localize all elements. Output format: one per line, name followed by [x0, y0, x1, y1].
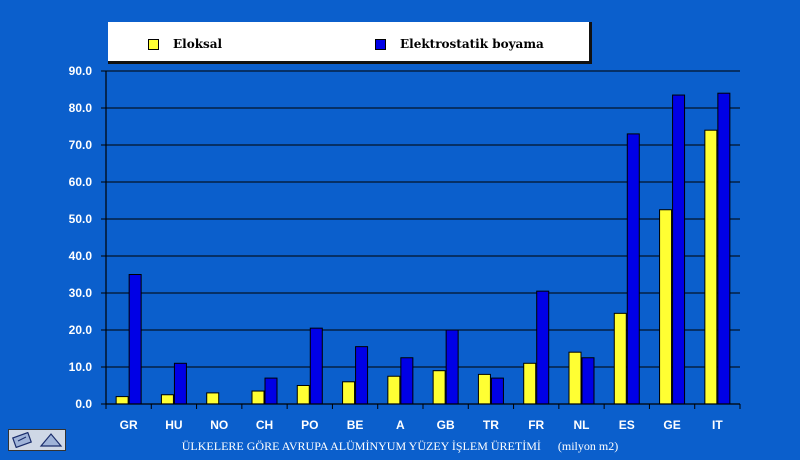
y-tick-label: 60.0: [69, 175, 93, 189]
legend-label-elektrostatik: Elektrostatik boyama: [400, 37, 544, 51]
chart-legend: Eloksal Elektrostatik boyama: [108, 22, 592, 64]
legend-swatch-elektrostatik: [375, 38, 386, 50]
x-axis-unit: (milyon m2): [557, 439, 619, 453]
bar-eloksal-fr: [523, 362, 537, 405]
x-tick-label: IT: [712, 418, 723, 432]
bar-eloksal-ge: [659, 209, 673, 405]
bar-eloksal-gr: [115, 396, 129, 405]
bars: [115, 92, 731, 405]
x-tick-label: PO: [301, 418, 318, 432]
triangle-icon: [39, 433, 62, 447]
y-tick-label: 10.0: [69, 360, 93, 374]
x-tick-label: FR: [528, 418, 544, 432]
bar-eloksal-gb: [432, 370, 446, 405]
y-tick-label: 90.0: [69, 64, 93, 78]
bar-eloksal-hu: [160, 394, 174, 405]
bar-elektrostatik-nl: [581, 357, 595, 405]
bar-elektrostatik-a: [400, 357, 414, 405]
bar-eloksal-nl: [568, 351, 582, 405]
bar-elektrostatik-ch: [264, 377, 278, 405]
bar-elektrostatik-be: [355, 346, 369, 405]
y-tick-label: 50.0: [69, 212, 93, 226]
bar-elektrostatik-hu: [173, 362, 187, 405]
bar-elektrostatik-it: [717, 92, 731, 405]
bar-eloksal-ch: [251, 390, 265, 405]
legend-item-eloksal: Eloksal: [148, 37, 222, 51]
bar-eloksal-po: [296, 385, 310, 405]
legend-swatch-eloksal: [148, 38, 159, 50]
x-tick-label: CH: [256, 418, 273, 432]
y-tick-label: 70.0: [69, 138, 93, 152]
x-tick-label: ES: [619, 418, 635, 432]
x-tick-label: GR: [120, 418, 138, 432]
bar-elektrostatik-fr: [536, 290, 550, 405]
legend-item-elektrostatik: Elektrostatik boyama: [375, 37, 544, 51]
bar-elektrostatik-es: [626, 133, 640, 405]
y-tick-label: 40.0: [69, 249, 93, 263]
y-tick-labels: 0.0 10.0 20.0 30.0 40.0 50.0 60.0 70.0 80.0 90.0: [69, 64, 93, 411]
bar-elektrostatik-gr: [128, 274, 142, 405]
bar-elektrostatik-tr: [490, 377, 504, 405]
x-tick-labels: GR HU NO CH PO BE A GB TR FR NL ES GE IT: [120, 418, 724, 432]
y-tick-label: 30.0: [69, 286, 93, 300]
action-icon: [11, 432, 32, 448]
bar-eloksal-be: [342, 381, 356, 405]
bar-elektrostatik-po: [309, 327, 323, 405]
y-tick-label: 80.0: [69, 101, 93, 115]
bar-eloksal-tr: [477, 373, 491, 405]
bar-elektrostatik-ge: [672, 94, 686, 405]
slide-nav-button[interactable]: [8, 429, 66, 451]
bar-eloksal-no: [206, 392, 220, 405]
x-tick-label: NL: [574, 418, 590, 432]
axes: [101, 70, 741, 409]
gridlines: [106, 70, 740, 368]
y-tick-label: 20.0: [69, 323, 93, 337]
x-tick-label: A: [396, 418, 405, 432]
bar-eloksal-es: [613, 312, 627, 405]
x-tick-label: GB: [437, 418, 455, 432]
x-axis-title: ÜLKELERE GÖRE AVRUPA ALÜMİNYUM YÜZEY İŞL…: [0, 439, 800, 454]
x-tick-label: BE: [347, 418, 364, 432]
x-tick-label: GE: [663, 418, 680, 432]
x-tick-label: HU: [165, 418, 182, 432]
x-tick-label: NO: [210, 418, 228, 432]
bar-eloksal-it: [704, 129, 718, 405]
legend-label-eloksal: Eloksal: [173, 37, 223, 51]
x-axis-title-text: ÜLKELERE GÖRE AVRUPA ALÜMİNYUM YÜZEY İŞL…: [181, 439, 541, 453]
bar-elektrostatik-gb: [445, 329, 459, 405]
x-tick-label: TR: [483, 418, 499, 432]
y-tick-label: 0.0: [75, 397, 92, 411]
bar-eloksal-a: [387, 375, 401, 405]
